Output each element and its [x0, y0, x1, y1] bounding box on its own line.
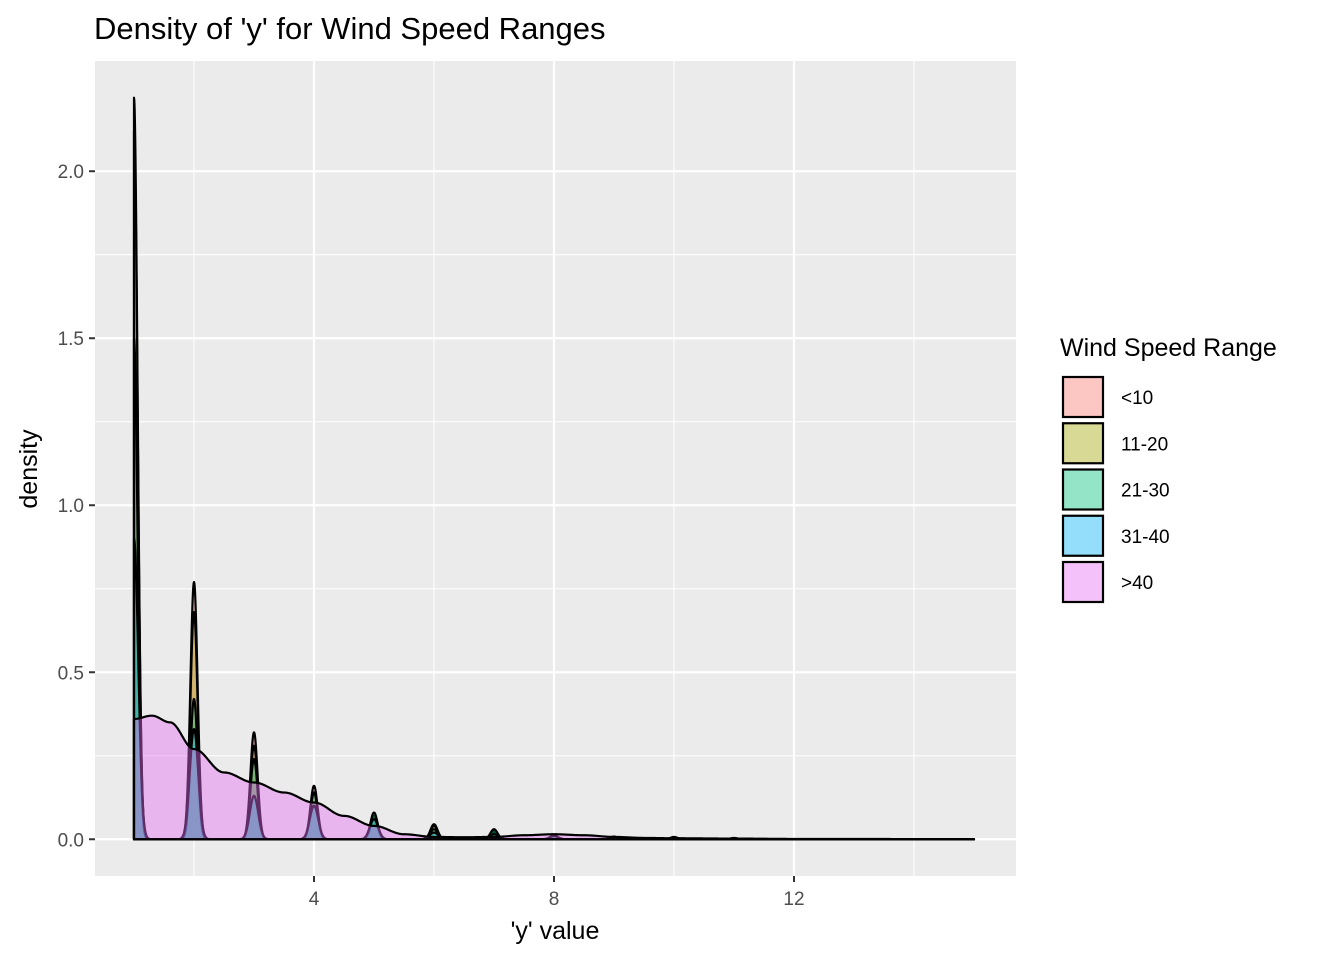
legend-key-series-5: [1062, 561, 1104, 603]
legend-label-series-5: >40: [1121, 573, 1153, 594]
legend-key-series-4: [1062, 514, 1104, 557]
density-area-series-5: [132, 714, 976, 841]
y-axis: 0.0 0.5 1.0 1.5 2.0: [58, 162, 95, 851]
legend-label-series-4: 31-40: [1121, 527, 1170, 548]
legend-key-series-3: [1062, 468, 1104, 511]
legend-label-series-2: 11-20: [1121, 434, 1168, 455]
x-tick-label: 8: [549, 889, 560, 910]
x-axis-title: 'y' value: [511, 917, 600, 945]
legend-label-series-3: 21-30: [1121, 481, 1170, 502]
legend-swatch-series-4: [1061, 514, 1105, 557]
legend-label-series-1: <10: [1121, 388, 1153, 409]
legend-key-series-2: [1062, 422, 1104, 465]
y-axis-title: density: [15, 429, 43, 509]
x-tick-label: 4: [309, 889, 320, 910]
x-axis: 4 8 12: [309, 876, 805, 910]
legend-key-series-1: [1062, 376, 1104, 418]
legend-swatch-series-3: [1061, 468, 1105, 511]
legend-title: Wind Speed Range: [1060, 334, 1277, 362]
plot-panel: [95, 61, 1016, 876]
x-tick-label: 12: [783, 889, 804, 910]
legend-swatch-series-2: [1061, 422, 1105, 465]
chart-title: Density of 'y' for Wind Speed Ranges: [94, 11, 606, 46]
y-tick-label: 2.0: [58, 162, 84, 183]
minor-gridlines: [95, 61, 1016, 876]
y-tick-label: 0.0: [58, 830, 84, 851]
legend: Wind Speed Range <10 11-20 21-30 31-40 >40: [1060, 334, 1277, 604]
legend-swatch-series-1: [1061, 375, 1105, 419]
density-areas: [132, 96, 976, 841]
y-tick-label: 1.0: [58, 496, 84, 517]
y-tick-label: 1.5: [58, 329, 84, 350]
legend-swatch-series-5: [1061, 560, 1105, 604]
y-tick-label: 0.5: [58, 663, 84, 684]
